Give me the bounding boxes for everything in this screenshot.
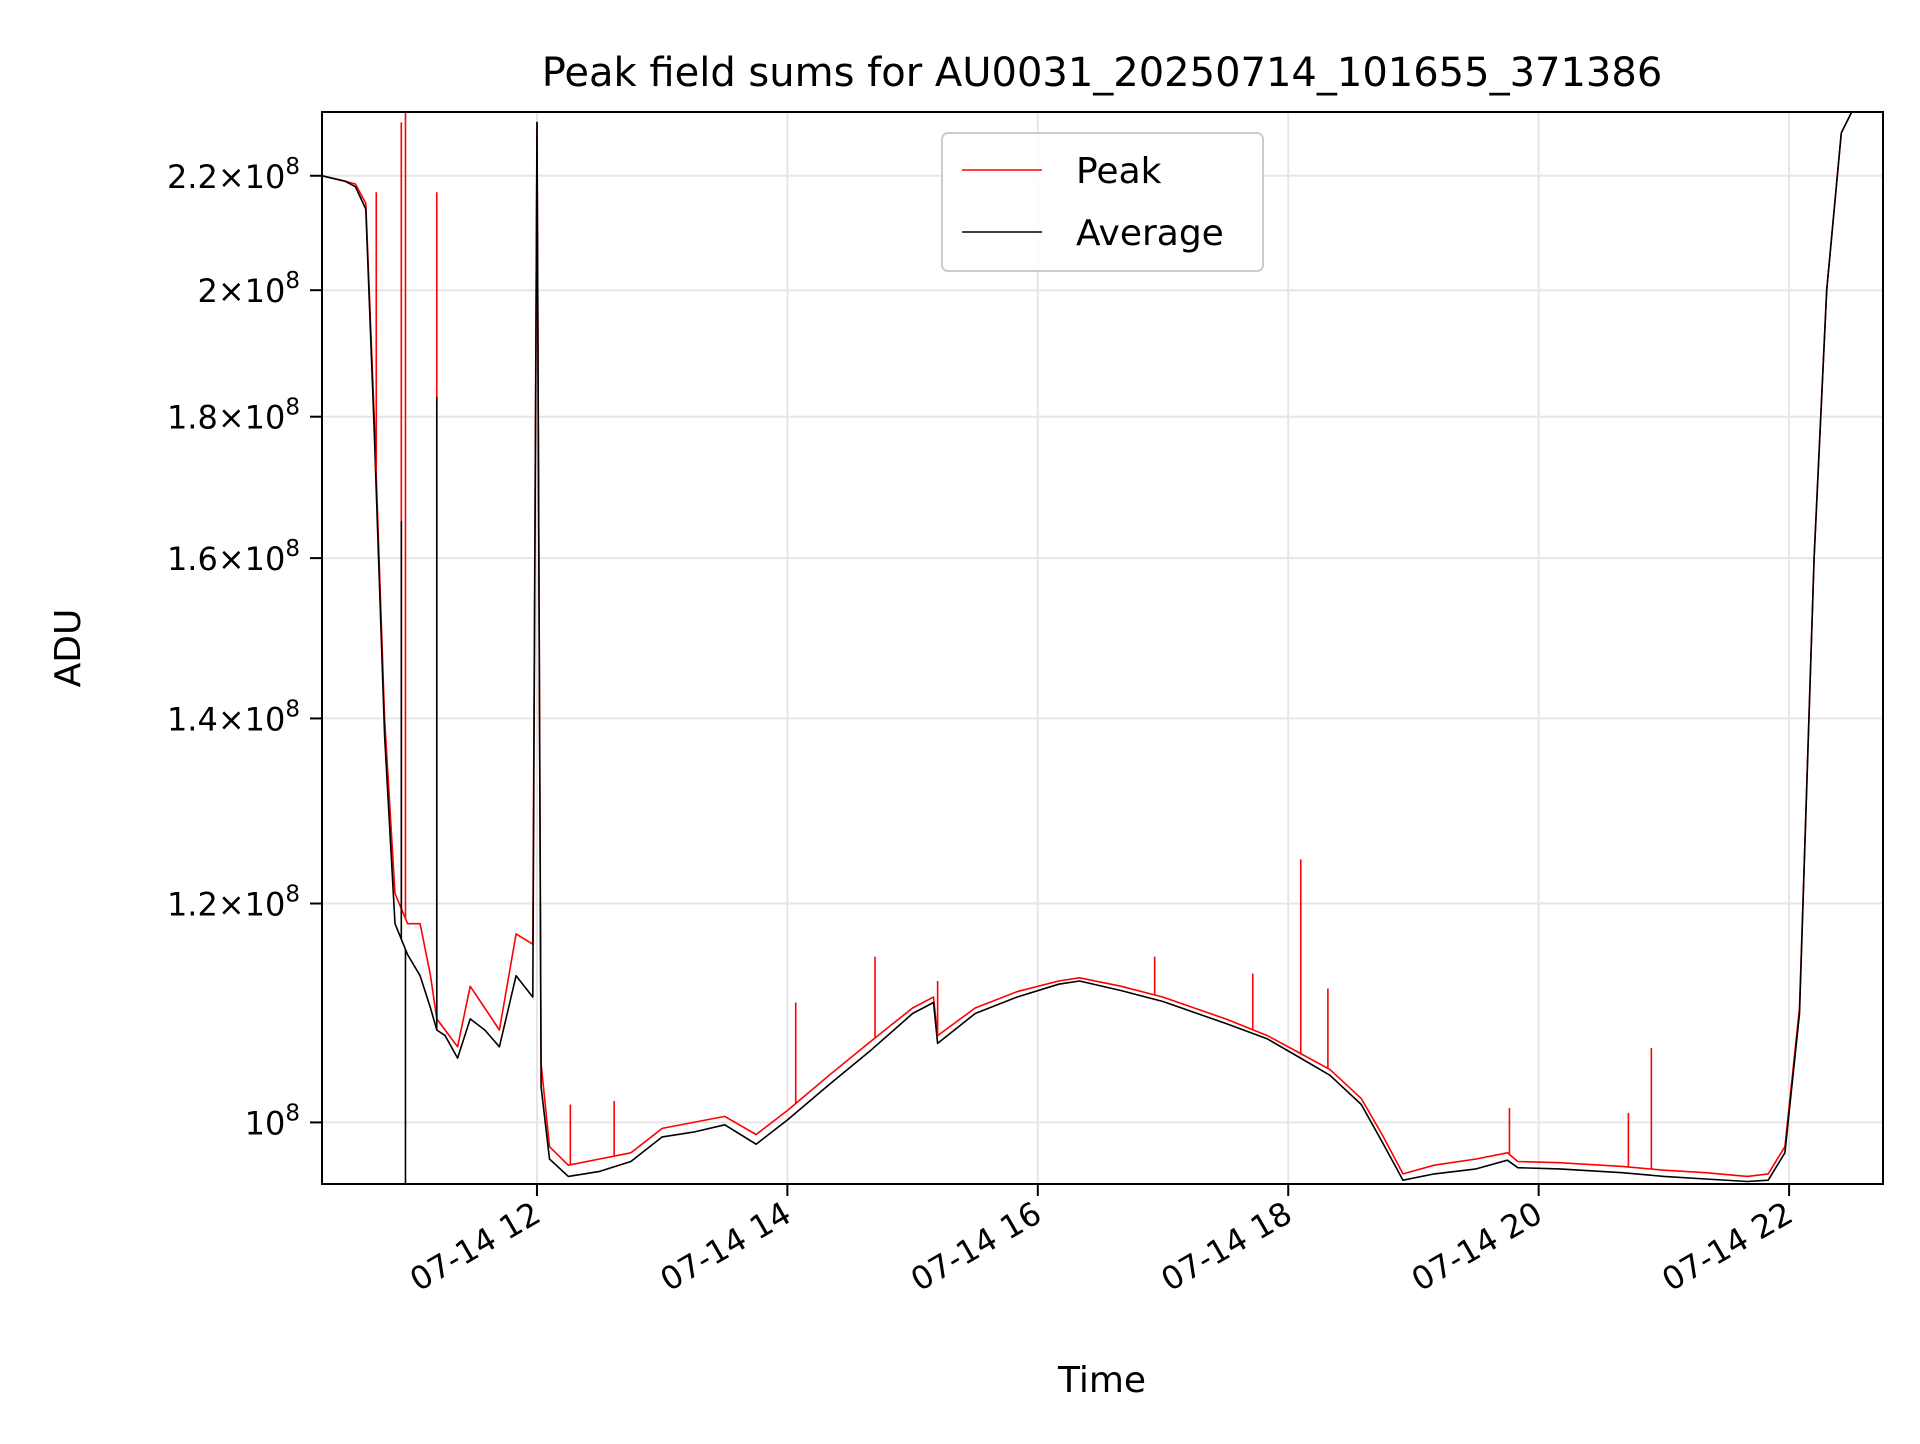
chart-title: Peak field sums for AU0031_20250714_1016…: [542, 50, 1663, 96]
legend-label-peak: Peak: [1076, 151, 1162, 192]
plot-area-frame: [321, 111, 1884, 1185]
y-tick-label: 1.4×108: [167, 696, 300, 738]
x-tick-label: 07-14 22: [1655, 1194, 1799, 1299]
legend-box: [941, 132, 1264, 272]
y-axis-label: ADU: [48, 609, 89, 688]
series-line-average: [322, 112, 1853, 1183]
x-axis-label: Time: [1057, 1360, 1146, 1401]
grid-lines: [322, 112, 1883, 1184]
x-tick-label: 07-14 14: [654, 1194, 798, 1299]
y-axis-ticks: 108 1.2×108 1.4×108 1.6×108 1.8×108 2×108 2.2×…: [167, 154, 322, 1142]
x-tick-label: 07-14 20: [1405, 1194, 1549, 1299]
series-line-peak: [322, 112, 1853, 1178]
y-tick-label: 1.8×108: [167, 395, 300, 437]
x-tick-label: 07-14 16: [904, 1194, 1048, 1299]
y-tick-label: 2.2×108: [167, 154, 300, 196]
y-tick-label: 1.6×108: [167, 536, 300, 578]
legend: Peak Average: [941, 132, 1264, 272]
y-tick-label: 2×108: [197, 268, 300, 310]
x-tick-label: 07-14 12: [403, 1194, 547, 1299]
x-tick-label: 07-14 18: [1155, 1194, 1299, 1299]
y-tick-label: 1.2×108: [167, 882, 300, 924]
legend-label-average: Average: [1076, 213, 1224, 254]
x-axis-ticks: 07-14 12 07-14 14 07-14 16 07-14 18 07-14 20…: [403, 1184, 1799, 1299]
series-layer: [322, 112, 1853, 1184]
y-tick-label: 108: [245, 1100, 300, 1142]
